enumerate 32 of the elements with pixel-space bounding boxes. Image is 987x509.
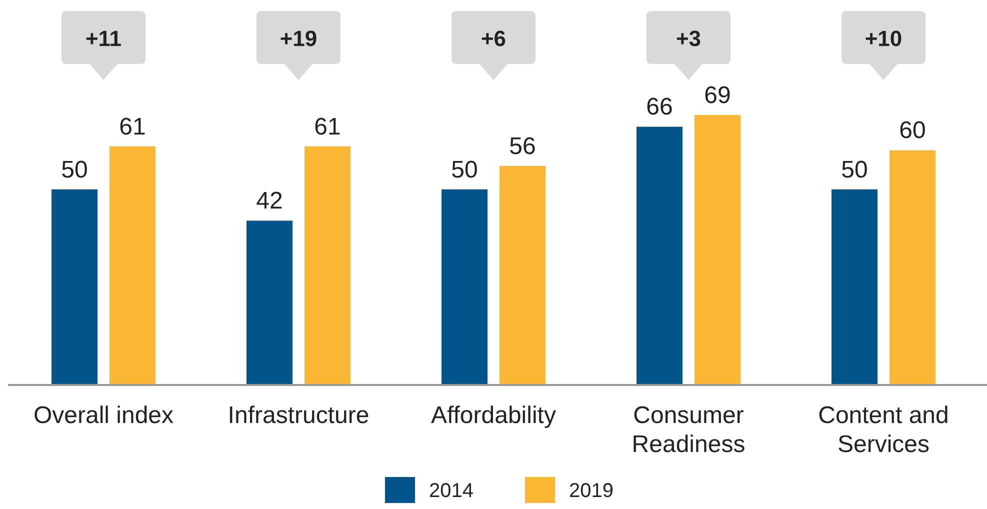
bar xyxy=(110,146,156,385)
data-label: 50 xyxy=(841,156,868,184)
legend-label: 2019 xyxy=(569,480,614,502)
data-label: 42 xyxy=(256,188,283,215)
legend-label: 2014 xyxy=(429,480,474,502)
text: +3 xyxy=(676,26,702,51)
bar xyxy=(500,166,546,385)
data-label: 56 xyxy=(509,132,536,160)
text: +19 xyxy=(280,26,318,51)
x-tick-label: Affordability xyxy=(431,402,556,429)
x-tick-label: Content and Services xyxy=(818,402,949,458)
x-tick-label: Overall index xyxy=(33,402,174,429)
data-label: 69 xyxy=(704,82,731,109)
bar xyxy=(304,146,350,385)
data-label: 61 xyxy=(119,113,146,140)
data-label: 66 xyxy=(646,94,673,121)
bar xyxy=(832,189,878,385)
text: +6 xyxy=(480,26,506,51)
x-tick-label: Infrastructure xyxy=(228,402,370,429)
bar xyxy=(636,126,682,385)
data-label: 50 xyxy=(451,156,478,184)
bar xyxy=(694,115,740,385)
bar xyxy=(890,150,936,385)
x-tick-label: Consumer Readiness xyxy=(632,402,746,458)
bar xyxy=(442,189,488,385)
data-label: 50 xyxy=(61,156,88,184)
data-label: 61 xyxy=(314,113,341,140)
text: +11 xyxy=(85,26,122,51)
bar xyxy=(52,189,98,385)
text: +10 xyxy=(864,26,902,51)
bar xyxy=(246,220,292,385)
data-label: 60 xyxy=(899,117,926,144)
